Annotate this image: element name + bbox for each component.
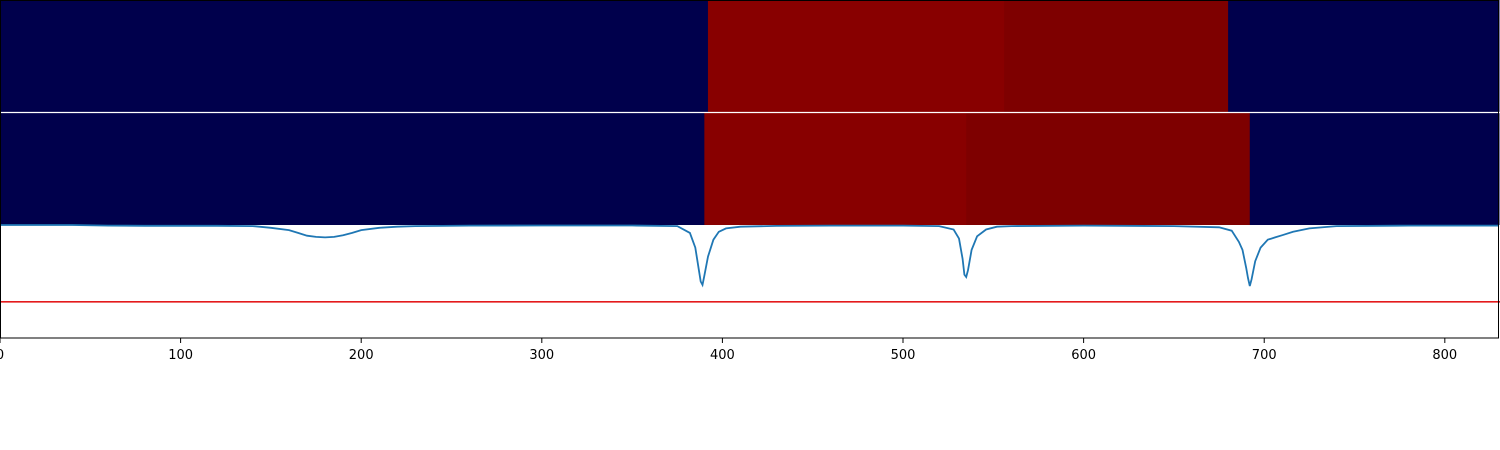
- heatmap-cell: [1004, 0, 1229, 113]
- heatmap-cell: [0, 112, 705, 225]
- heatmap-cell: [1228, 0, 1500, 113]
- x-tick-label: 0: [0, 348, 4, 363]
- x-tick-label: 100: [168, 348, 193, 363]
- line-panel: [0, 224, 1500, 303]
- heatmap-row-1: [0, 0, 1500, 113]
- heatmap-cell: [704, 112, 967, 225]
- x-tick-label: 200: [349, 348, 374, 363]
- heatmap-cell: [0, 0, 709, 113]
- x-tick-label: 600: [1071, 348, 1096, 363]
- heatmap-cell: [707, 0, 1005, 113]
- heatmap-cell: [1249, 112, 1500, 225]
- plot-frame: [0, 0, 1499, 339]
- x-tick-label: 400: [710, 348, 735, 363]
- x-tick-label: 500: [891, 348, 916, 363]
- heatmap-row-2: [0, 112, 1500, 225]
- x-axis: 0 100 200 300 400 500 600 700 800: [0, 338, 1457, 363]
- x-tick-label: 700: [1252, 348, 1277, 363]
- x-tick-label: 800: [1432, 348, 1457, 363]
- x-tick-label: 300: [529, 348, 554, 363]
- heatmap-cell: [966, 112, 1251, 225]
- signal-line: [0, 224, 1499, 288]
